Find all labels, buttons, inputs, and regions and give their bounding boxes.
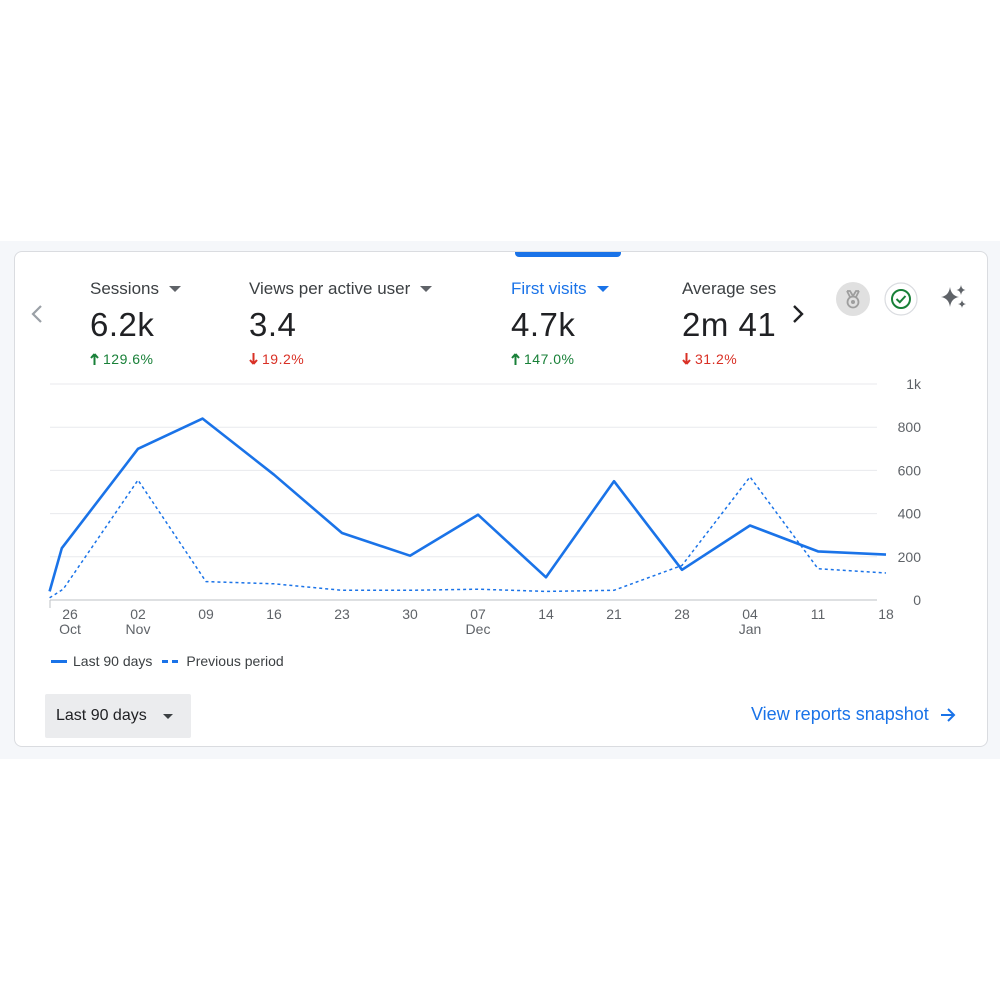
dropdown-caret-icon (163, 714, 173, 719)
arrow-right-icon (939, 706, 957, 724)
x-tick-label: Nov (126, 621, 151, 637)
x-tick-label: 11 (811, 606, 826, 622)
x-tick-label: 16 (266, 606, 282, 622)
series-line-previous-period (50, 477, 886, 598)
date-range-label: Last 90 days (56, 707, 147, 725)
snapshot-link-label: View reports snapshot (751, 704, 929, 725)
x-tick-label: 23 (334, 606, 350, 622)
x-tick-label: 30 (402, 606, 418, 622)
x-tick-label: 09 (198, 606, 214, 622)
y-tick-label: 1k (906, 376, 922, 392)
x-tick-label: 18 (878, 606, 894, 622)
dashed-line-swatch (162, 660, 180, 663)
x-tick-label: 14 (538, 606, 554, 622)
y-tick-label: 800 (898, 419, 922, 435)
x-tick-label: Oct (59, 621, 81, 637)
date-range-dropdown[interactable]: Last 90 days (45, 694, 191, 738)
x-tick-label: 21 (606, 606, 622, 622)
y-tick-label: 200 (898, 549, 922, 565)
legend-item-current: Last 90 days (51, 653, 152, 669)
x-tick-label: 26 (62, 606, 78, 622)
x-tick-label: Dec (466, 621, 491, 637)
metrics-card: Sessions 6.2k 129.6% Views per active us… (14, 251, 988, 747)
chart-legend: Last 90 days Previous period (51, 653, 294, 669)
x-tick-label: 28 (674, 606, 690, 622)
x-tick-label: 07 (470, 606, 486, 622)
x-tick-label: Jan (739, 621, 762, 637)
x-tick-label: 04 (742, 606, 758, 622)
series-line-last-90-days (50, 419, 886, 592)
x-tick-label: 02 (130, 606, 146, 622)
view-reports-snapshot-link[interactable]: View reports snapshot (751, 704, 957, 725)
y-tick-label: 400 (898, 506, 922, 522)
y-tick-label: 600 (898, 462, 922, 478)
solid-line-swatch (51, 660, 67, 663)
legend-item-previous: Previous period (162, 653, 283, 669)
legend-label: Last 90 days (73, 653, 152, 669)
legend-label: Previous period (186, 653, 283, 669)
y-tick-label: 0 (913, 592, 921, 608)
